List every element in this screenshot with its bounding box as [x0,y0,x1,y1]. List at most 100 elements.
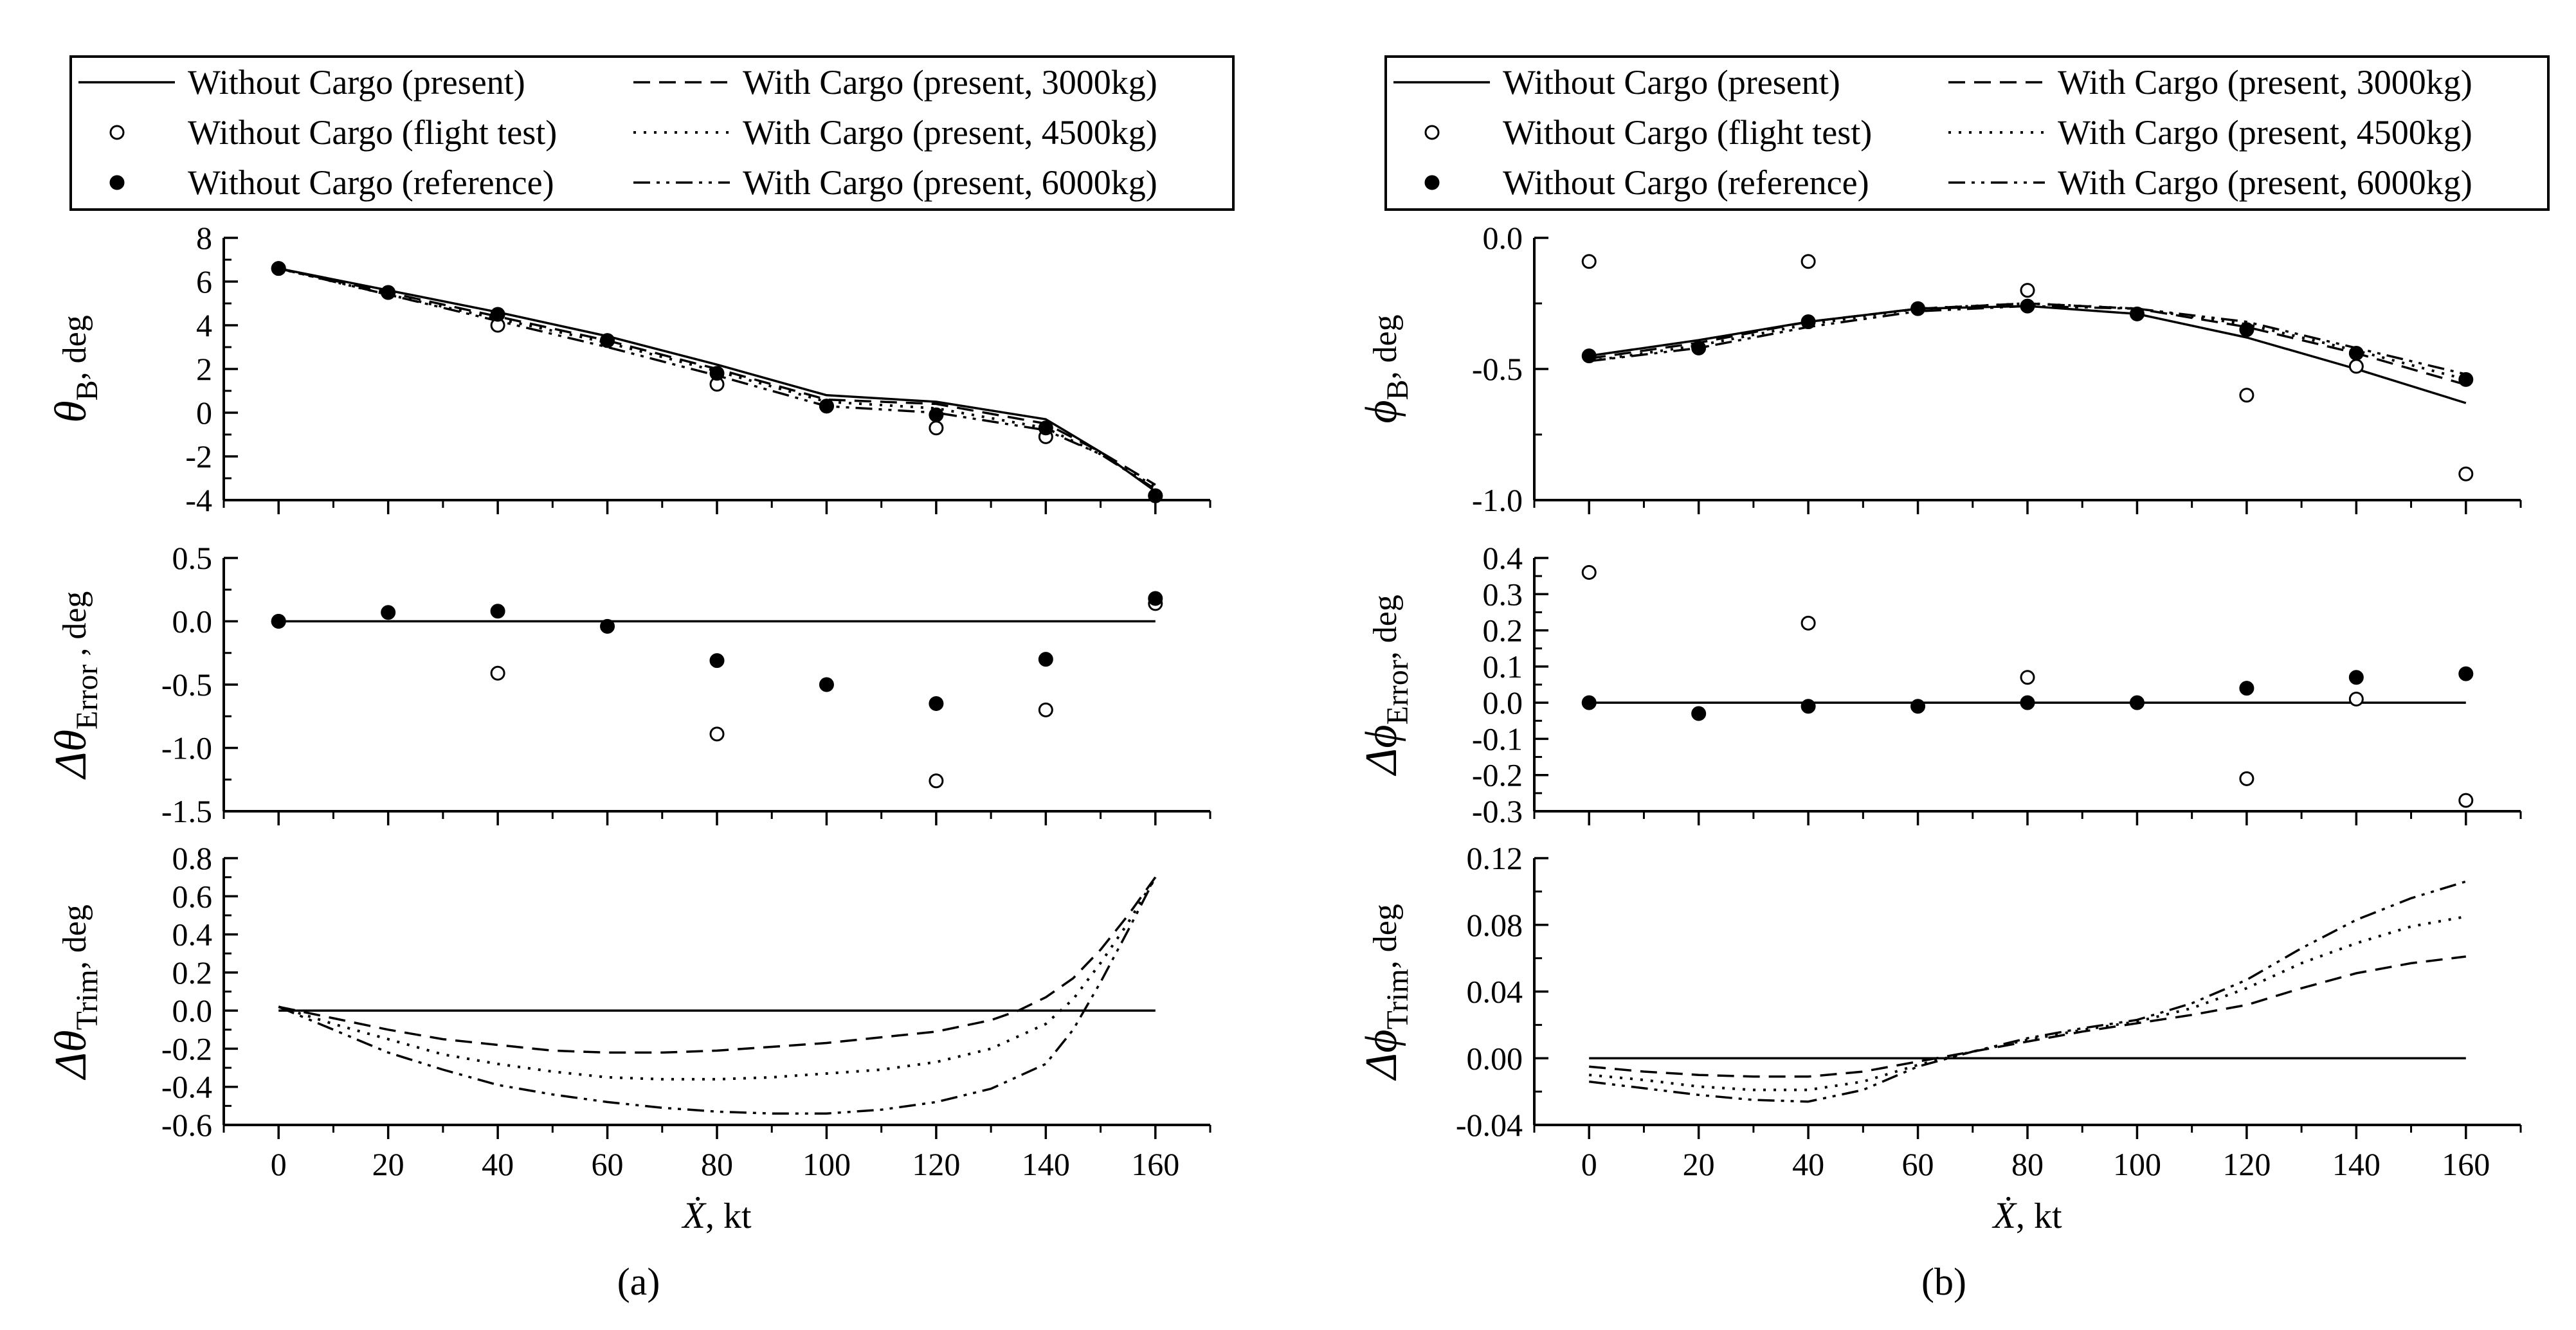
series-line-dashdotdot [278,267,1156,490]
y-tick-label: -1.0 [161,730,212,766]
legend-marker [1424,125,1440,140]
y-tick-label: 2 [196,351,212,387]
caption-b: (b) [1921,1261,1966,1303]
y-tick-label: -0.1 [1472,721,1523,757]
series-line-dashdotdot [278,876,1157,1115]
legend-marker [109,175,125,190]
flight-test-point [490,665,505,681]
y-tick-label: 0.2 [1483,613,1523,649]
reference-point [490,307,505,322]
x-tick-label: 140 [2332,1146,2381,1182]
y-tick-label: 6 [196,264,212,300]
y-tick-label: -0.04 [1456,1107,1523,1143]
flight-test-point [929,773,944,789]
y-tick-label: 0.1 [1483,649,1523,685]
x-tick-label: 100 [803,1146,851,1182]
y-tick-label: 0.5 [172,540,213,576]
flight-test-point [1800,615,1816,631]
flight-test-point [2239,771,2254,786]
reference-point [819,399,834,414]
panel-phi_B: -1.0 -0.5 0.0 ϕB, deg [1357,220,2522,518]
reference-point [929,696,944,712]
legend-label: With Cargo (present, 6000kg) [2058,163,2472,202]
x-tick-label: 160 [2442,1146,2490,1182]
reference-point [271,614,286,629]
legend-label: With Cargo (present, 3000kg) [2058,63,2472,102]
reference-point [381,285,396,300]
y-tick-label: 0.6 [172,878,213,914]
series-line-dashdotdot [1588,880,2467,1103]
x-tick-label: 80 [2011,1146,2044,1182]
x-tick-label: 120 [2222,1146,2271,1182]
x-tick-label: 40 [1792,1146,1824,1182]
y-tick-label: 0.04 [1467,974,1523,1010]
series-line-solid [278,267,1156,492]
series-line-dashed [278,876,1157,1054]
y-tick-label: 0.08 [1467,907,1523,943]
y-tick-label: -0.2 [1472,757,1523,793]
y-tick-label: 0.12 [1467,840,1523,876]
flight-test-point [1581,254,1597,269]
flight-test-point [2239,388,2254,403]
y-tick-label: 0.4 [1483,540,1523,576]
series-line-dashed [278,267,1156,486]
x-tick-label: 0 [271,1146,287,1182]
flight-test-point [2020,670,2035,685]
reference-point [2348,670,2364,685]
flight-test-point [1800,254,1816,269]
y-axis-label: ΔϕTrim, deg [1357,904,1415,1081]
legend-label: With Cargo (present, 4500kg) [2058,113,2472,152]
reference-point [271,261,286,276]
panel-dtheta_trim: -0.6-0.4-0.20.00.20.40.60.8 0 20 40 60 80 100 1… [46,840,1211,1236]
reference-point [709,366,725,381]
y-tick-label: -4 [185,482,212,518]
x-axis-label: Ẋ, kt [682,1194,752,1236]
legend-a: Without Cargo (present) With Cargo (prese… [69,55,1235,211]
reference-point [1148,591,1163,606]
reference-point [819,677,834,692]
reference-point [1910,699,1926,714]
y-axis-label: ϕB, deg [1357,314,1415,423]
y-tick-label: -0.4 [161,1069,212,1105]
flight-test-point [2458,793,2474,808]
legend-label: Without Cargo (flight test) [1503,113,1872,152]
flight-test-point [709,726,725,742]
legend-b: Without Cargo (present) With Cargo (prese… [1384,55,2550,211]
flight-test-point [2348,359,2364,374]
panel-dphi_trim: -0.04 0.00 0.04 0.08 0.12 0 20 40 60 80 100 120 140 1… [1357,840,2522,1236]
legend-label: Without Cargo (reference) [1503,163,1869,202]
legend-box [69,55,1235,211]
reference-point [1800,314,1816,330]
reference-point [1581,348,1597,364]
reference-point [600,333,615,348]
series-line-dotted [278,876,1157,1081]
y-tick-label: -0.5 [161,667,212,703]
legend-box [1384,55,2550,211]
series-line-dotted [1588,302,2467,381]
flight-test-point [1581,565,1597,580]
panel-dtheta_error: -1.5 -1.0 -0.5 0.0 0.5 ΔθError , deg [46,540,1211,829]
x-tick-label: 160 [1131,1146,1179,1182]
flight-test-point [2020,283,2035,298]
y-tick-label: -0.3 [1472,793,1523,829]
reference-point [1691,706,1707,721]
reference-point [1148,488,1163,503]
legend-label: Without Cargo (reference) [188,163,554,202]
y-tick-label: -2 [185,438,212,474]
y-axis-label: ΔθError , deg [46,591,104,780]
y-tick-label: 4 [196,307,212,343]
reference-point [490,604,505,619]
x-tick-label: 60 [1902,1146,1934,1182]
y-axis-label: ΔθTrim, deg [46,904,104,1081]
y-tick-label: 8 [196,220,212,256]
y-tick-label: 0.3 [1483,576,1523,612]
series-line-dashed [1589,955,2467,1078]
flight-test-point [1038,702,1053,717]
y-tick-label: -0.5 [1472,351,1523,387]
flight-test-point [2458,466,2474,481]
y-tick-label: 0 [196,395,212,431]
series-line-solid [1588,305,2467,404]
legend-label: With Cargo (present, 4500kg) [743,113,1157,152]
reference-point [600,618,615,634]
legend-label: With Cargo (present, 6000kg) [743,163,1157,202]
